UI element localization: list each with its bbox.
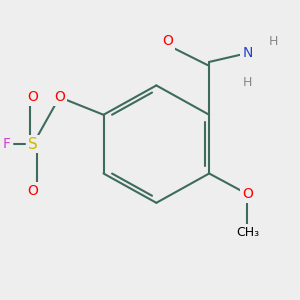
Text: H: H xyxy=(243,76,252,89)
Text: F: F xyxy=(3,137,11,151)
Text: O: O xyxy=(242,187,253,201)
Text: O: O xyxy=(54,90,65,104)
Text: O: O xyxy=(28,90,38,104)
Text: CH₃: CH₃ xyxy=(236,226,259,239)
Text: O: O xyxy=(163,34,173,48)
Text: O: O xyxy=(28,184,38,198)
Text: H: H xyxy=(269,35,278,48)
Text: N: N xyxy=(242,46,253,60)
Text: S: S xyxy=(28,136,38,152)
